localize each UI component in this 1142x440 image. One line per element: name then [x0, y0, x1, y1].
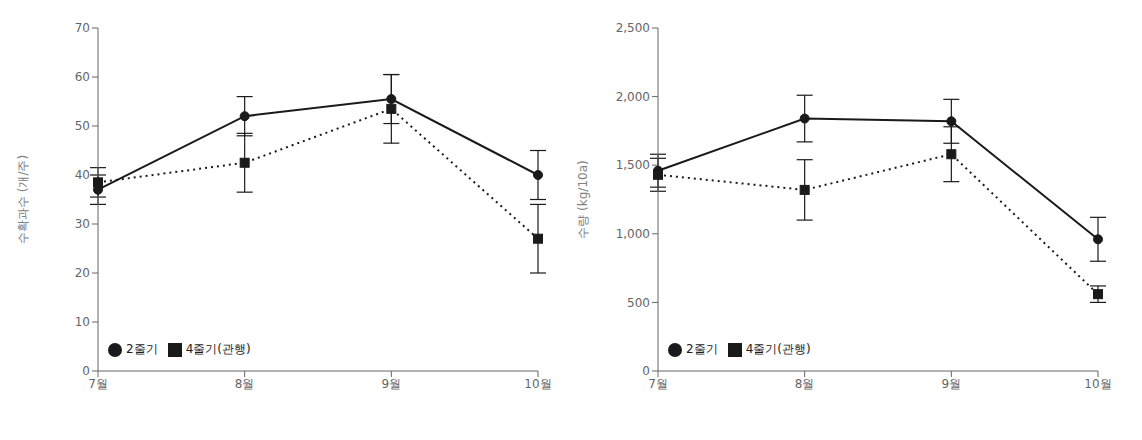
svg-text:수확과수 (개/주): 수확과수 (개/주) [16, 155, 30, 244]
svg-text:50: 50 [75, 119, 90, 133]
html-text:2줄기: 2줄기 [686, 342, 718, 356]
svg-text:8월: 8월 [235, 377, 255, 391]
html-text:4줄기(관행): 4줄기(관행) [185, 342, 251, 356]
svg-text:수량 (kg/10a): 수량 (kg/10a) [576, 160, 590, 238]
svg-text:9월: 9월 [942, 377, 962, 391]
svg-text:10: 10 [75, 315, 90, 329]
svg-text:20: 20 [75, 266, 90, 280]
svg-text:60: 60 [75, 70, 90, 84]
svg-text:1,500: 1,500 [616, 158, 650, 172]
svg-text:40: 40 [75, 168, 90, 182]
svg-text:1,000: 1,000 [616, 227, 650, 241]
html-text:4줄기(관행): 4줄기(관행) [745, 342, 811, 356]
svg-text:7월: 7월 [648, 377, 668, 391]
svg-text:0: 0 [642, 364, 650, 378]
svg-text:10월: 10월 [1084, 377, 1111, 391]
svg-text:30: 30 [75, 217, 90, 231]
svg-text:9월: 9월 [382, 377, 402, 391]
svg-text:7월: 7월 [88, 377, 108, 391]
svg-text:70: 70 [75, 21, 90, 35]
svg-text:2,000: 2,000 [616, 90, 650, 104]
svg-text:8월: 8월 [795, 377, 815, 391]
html-text:2줄기: 2줄기 [126, 342, 158, 356]
svg-text:10월: 10월 [524, 377, 551, 391]
svg-text:0: 0 [82, 364, 90, 378]
svg-text:2,500: 2,500 [616, 21, 650, 35]
svg-text:500: 500 [627, 296, 650, 310]
